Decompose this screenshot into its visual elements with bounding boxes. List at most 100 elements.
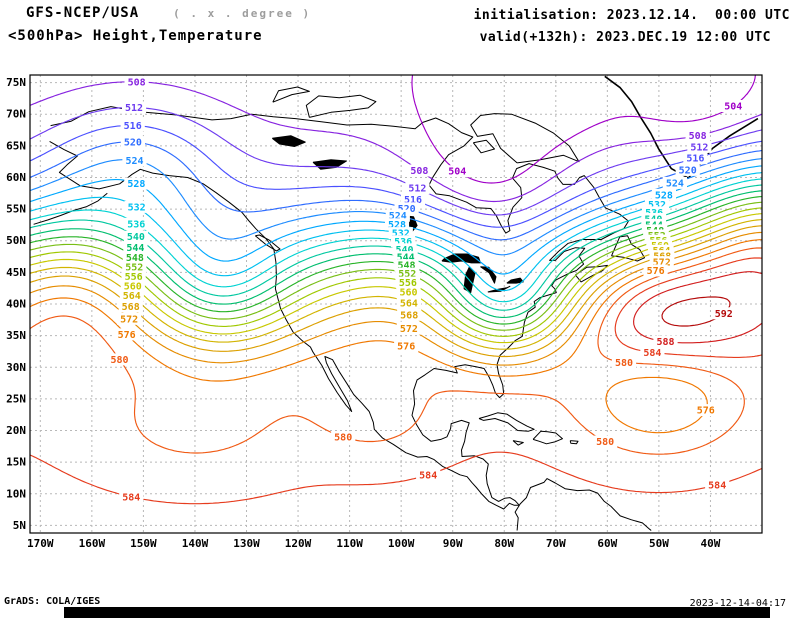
contour-labels: 5045045085085085125125125165165165205205… [107, 75, 746, 503]
contour-label: 572 [400, 324, 418, 335]
contour-label-bg [643, 264, 668, 277]
field-title: <500hPa> Height,Temperature [8, 28, 263, 44]
contour-label: 584 [419, 470, 437, 481]
valid-time: valid(+132h): 2023.DEC.19 12:00 UTC [479, 30, 772, 45]
contour-label: 520 [679, 165, 697, 176]
contour-label-bg [683, 152, 708, 165]
contour-label-bg [120, 136, 145, 149]
contour-label-bg [405, 182, 430, 195]
contour-label: 524 [666, 178, 684, 189]
contour-label-bg [593, 435, 618, 448]
contour-label: 548 [126, 253, 144, 264]
contour-label: 584 [708, 480, 726, 491]
coastline-jamaica [512, 440, 524, 446]
contour-label-bg [120, 279, 145, 292]
init-time: initialisation: 2023.12.14. 00:00 UTC [473, 8, 790, 23]
contour-label-bg [124, 200, 149, 213]
contour-label: 540 [395, 245, 413, 256]
bottom-bar [64, 607, 770, 618]
x-tick-label: 60W [597, 537, 617, 550]
contour-label: 576 [647, 266, 665, 277]
contour-label-bg [124, 177, 149, 190]
map-frame [29, 74, 763, 534]
coastline-baffin-island [470, 113, 580, 164]
contour-516 [30, 124, 762, 228]
contour-label: 584 [122, 492, 140, 503]
contour-label: 556 [125, 272, 143, 283]
contour-label-bg [121, 101, 147, 114]
contour-label: 532 [128, 202, 146, 213]
contour-label: 592 [715, 309, 733, 320]
contour-label: 572 [120, 314, 138, 325]
contour-label-bg [119, 289, 144, 302]
axis-labels: 75N 70N 65N 60N 55N 50N 45N 40N 35N 30N 25N 20N 15N 1… [6, 76, 721, 550]
coastline-great-bear-lake [271, 135, 306, 147]
grads-credit: GrADS: COLA/IGES [4, 596, 101, 607]
contour-label-bg [114, 328, 139, 341]
contour-label: 588 [656, 337, 674, 348]
x-tick-label: 90W [443, 537, 463, 550]
x-tick-label: 120W [285, 537, 312, 550]
y-tick-label: 70N [6, 108, 26, 121]
contour-label-bg [123, 230, 148, 243]
contour-label: 508 [128, 77, 146, 88]
contour-label-bg [705, 478, 730, 491]
coastline-hispaniola [532, 430, 563, 445]
header-left: GFS-NCEP/USA ( . x . degree ) [26, 5, 311, 21]
contour-label-bg [611, 356, 637, 369]
coastline-puerto-rico [569, 440, 579, 445]
contour-label: 524 [125, 156, 143, 167]
coastline-banks-island [272, 86, 310, 103]
contour-label-bg [123, 241, 148, 254]
contour-label: 576 [697, 406, 715, 417]
contour-label-bg [396, 322, 421, 335]
header-right: initialisation: 2023.12.14. 00:00 UTC va… [474, 5, 790, 49]
contour-label: 584 [643, 348, 661, 359]
contour-576 [605, 376, 708, 434]
coastline-lake-superior [441, 253, 481, 264]
contour-label-bg [445, 165, 470, 178]
contour-label: 544 [397, 253, 415, 264]
x-tick-label: 80W [494, 537, 514, 550]
y-tick-label: 60N [6, 171, 26, 184]
contour-label-bg [662, 176, 687, 189]
contour-label-bg [711, 307, 736, 320]
contour-label: 520 [124, 138, 142, 149]
resolution-note: ( . x . degree ) [173, 7, 312, 20]
contour-label: 520 [398, 204, 416, 215]
y-tick-label: 50N [6, 234, 26, 247]
y-tick-label: 20N [6, 424, 26, 437]
coastline-lake-ontario [506, 277, 524, 284]
contour-label-bg [397, 308, 422, 321]
x-tick-label: 50W [649, 537, 669, 550]
contour-label-bg [651, 188, 676, 201]
contour-584 [614, 257, 762, 358]
contour-label-bg [396, 296, 421, 309]
contour-label: 552 [125, 263, 143, 274]
y-tick-label: 25N [6, 392, 26, 405]
contour-label-bg [407, 164, 432, 177]
contour-label-bg [118, 300, 143, 313]
contour-label: 516 [686, 154, 704, 165]
x-tick-label: 100W [388, 537, 415, 550]
y-tick-label: 55N [6, 203, 26, 216]
contour-label: 564 [400, 298, 418, 309]
contour-label: 524 [389, 211, 407, 222]
contour-508 [30, 81, 762, 203]
contour-label: 580 [334, 433, 352, 444]
coastline-vancouver-island [254, 234, 281, 252]
contour-label: 512 [690, 142, 708, 153]
contour-label: 580 [596, 437, 614, 448]
contour-label: 576 [397, 342, 415, 353]
contour-label-bg [122, 251, 147, 264]
contour-label: 512 [408, 184, 426, 195]
contour-592 [661, 296, 731, 327]
contour-label-bg [124, 75, 149, 88]
contour-label: 544 [126, 243, 144, 254]
x-tick-label: 70W [546, 537, 566, 550]
y-tick-label: 40N [6, 298, 26, 311]
contour-label: 528 [655, 190, 673, 201]
contour-label-bg [119, 490, 144, 503]
coastline-lake-erie [487, 285, 511, 293]
